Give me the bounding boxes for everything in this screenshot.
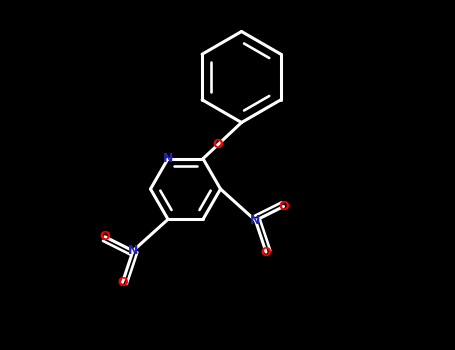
Text: O: O	[261, 245, 271, 259]
Text: O: O	[100, 230, 110, 243]
Text: N: N	[128, 244, 138, 257]
Text: N: N	[250, 214, 261, 227]
Text: O: O	[212, 139, 223, 152]
Text: O: O	[117, 276, 128, 289]
Text: O: O	[278, 200, 289, 213]
Text: N: N	[163, 152, 173, 165]
